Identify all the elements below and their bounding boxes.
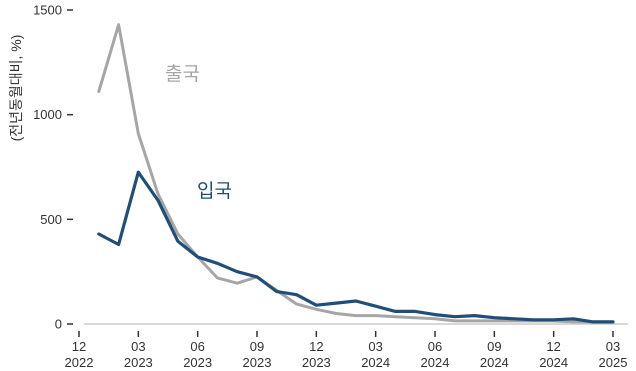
x-tick-year: 2024 [361,355,390,370]
x-tick-year: 2024 [421,355,450,370]
series-label-2: 입국 [197,180,232,202]
x-tick-month: 12 [72,339,86,354]
x-tick-month: 06 [428,339,442,354]
x-tick-year: 2024 [539,355,568,370]
x-tick-month: 03 [606,339,620,354]
series-label-1: 출국 [165,63,200,85]
x-tick-month: 12 [546,339,560,354]
y-tick-label: 500 [40,212,62,227]
x-tick-year: 2023 [243,355,272,370]
x-tick-month: 06 [190,339,204,354]
series-layer [97,23,615,324]
y-tick-label: 1500 [33,3,62,18]
x-tick-month: 12 [309,339,323,354]
y-tick-label: 0 [55,317,62,332]
x-tick-month: 09 [250,339,264,354]
x-tick-year: 2023 [124,355,153,370]
y-axis-label: (전년동월대비, %) [8,35,24,142]
x-axis: 1220220320230620230920231220230320240620… [65,323,628,370]
x-tick-year: 2022 [65,355,94,370]
series-line-2 [97,170,615,324]
y-tick-label: 1000 [33,107,62,122]
x-tick-year: 2025 [599,355,628,370]
x-tick-year: 2023 [183,355,212,370]
y-axis: 0 500 1000 1500 [33,3,73,332]
x-tick-year: 2023 [302,355,331,370]
x-tick-year: 2024 [480,355,509,370]
x-tick-month: 09 [487,339,501,354]
x-tick-month: 03 [368,339,382,354]
x-tick-month: 03 [131,339,145,354]
